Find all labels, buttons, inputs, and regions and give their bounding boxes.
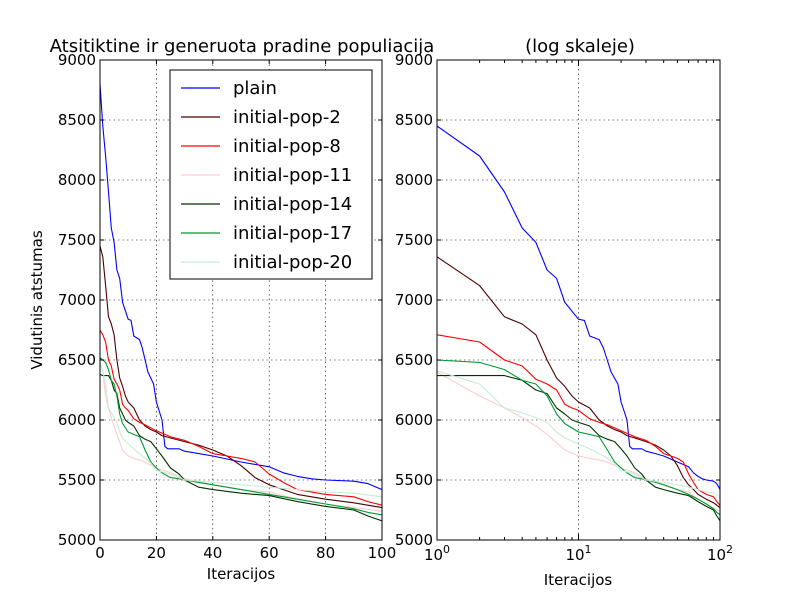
- right-y-tick-label: 6500: [395, 351, 433, 369]
- left-y-tick-label: 6000: [58, 411, 96, 429]
- right-chart-title: (log skaleje): [525, 36, 635, 57]
- right-y-tick-label: 7500: [395, 231, 433, 249]
- right-x-tick-exponent: 0: [443, 543, 450, 556]
- left-x-tick-label: 80: [316, 544, 335, 562]
- left-x-tick-label: 60: [260, 544, 279, 562]
- left-y-tick-label: 6500: [58, 351, 96, 369]
- left-y-ticks: 5000 5500 6000 6500 7000 7500 8000 8500 9000: [58, 51, 382, 549]
- left-y-axis-label: Vidutinis atstumas: [28, 230, 46, 370]
- left-x-axis-label: Iteracijos: [207, 565, 276, 583]
- left-series-lines: [99, 83, 383, 522]
- left-series-line-initial-pop-2: [99, 245, 383, 509]
- left-y-tick-label: 7500: [58, 231, 96, 249]
- legend-label-initial-pop-8: initial-pop-8: [233, 136, 341, 157]
- left-y-tick-label: 5500: [58, 471, 96, 489]
- right-y-tick-label: 5000: [395, 531, 433, 549]
- right-x-tick-base: 10: [707, 546, 726, 564]
- left-x-tick-label: 100: [368, 544, 397, 562]
- right-x-tick-exponent: 2: [726, 543, 733, 556]
- right-y-tick-label: 6000: [395, 411, 433, 429]
- right-x-tick-base: 10: [424, 546, 443, 564]
- legend-label-plain: plain: [233, 78, 277, 99]
- legend-label-initial-pop-20: initial-pop-20: [233, 252, 352, 273]
- right-y-tick-label: 8000: [395, 171, 433, 189]
- left-chart-title: Atsitiktine ir generuota pradine populia…: [50, 36, 435, 57]
- right-y-ticks: 5000 5500 6000 6500 7000 7500 8000 8500 9000: [395, 51, 720, 549]
- left-y-tick-label: 7000: [58, 291, 96, 309]
- right-series-lines: [436, 125, 721, 522]
- right-y-tick-label: 8500: [395, 111, 433, 129]
- left-chart: Atsitiktine ir generuota pradine populia…: [28, 36, 434, 583]
- left-y-tick-label: 5000: [58, 531, 96, 549]
- legend-label-initial-pop-11: initial-pop-11: [233, 165, 352, 186]
- left-y-tick-label: 8500: [58, 111, 96, 129]
- left-x-tick-label: 0: [95, 544, 105, 562]
- right-series-line-initial-pop-8: [436, 334, 721, 506]
- left-series-line-initial-pop-17: [99, 357, 383, 516]
- left-y-tick-label: 8000: [58, 171, 96, 189]
- right-y-tick-label: 7000: [395, 291, 433, 309]
- right-x-ticks: 100 101 102: [424, 60, 733, 564]
- legend-label-initial-pop-14: initial-pop-14: [233, 194, 352, 215]
- left-series-line-initial-pop-8: [99, 329, 383, 506]
- left-x-ticks: 0 20 40 60 80 100: [95, 60, 396, 562]
- left-x-tick-label: 20: [147, 544, 166, 562]
- right-x-tick-base: 10: [565, 546, 584, 564]
- right-x-tick-exponent: 1: [585, 543, 592, 556]
- right-series-line-initial-pop-2: [436, 256, 721, 509]
- legend-label-initial-pop-17: initial-pop-17: [233, 223, 352, 244]
- left-series-line-initial-pop-11: [99, 362, 383, 512]
- left-series-line-initial-pop-14: [99, 373, 383, 522]
- right-y-tick-label: 9000: [395, 51, 433, 69]
- right-series-line-initial-pop-20: [436, 370, 721, 498]
- legend: plain initial-pop-2 initial-pop-8 initial-p…: [169, 69, 373, 280]
- right-x-tick-label: 102: [707, 543, 733, 564]
- left-series-line-initial-pop-20: [99, 363, 383, 498]
- right-x-axis-label: Iteracijos: [544, 571, 613, 589]
- left-y-tick-label: 9000: [58, 51, 96, 69]
- left-x-tick-label: 40: [203, 544, 222, 562]
- right-x-tick-label: 100: [424, 543, 450, 564]
- right-series-line-plain: [436, 125, 721, 490]
- right-series-line-initial-pop-17: [436, 359, 721, 516]
- right-x-tick-label: 101: [565, 543, 591, 564]
- right-series-line-initial-pop-14: [437, 375, 721, 522]
- left-series-line-plain: [99, 83, 383, 491]
- right-y-tick-label: 5500: [395, 471, 433, 489]
- right-chart: (log skaleje) 5000 5500 6000 6500 7000 7500 80…: [395, 36, 733, 589]
- legend-label-initial-pop-2: initial-pop-2: [233, 107, 341, 128]
